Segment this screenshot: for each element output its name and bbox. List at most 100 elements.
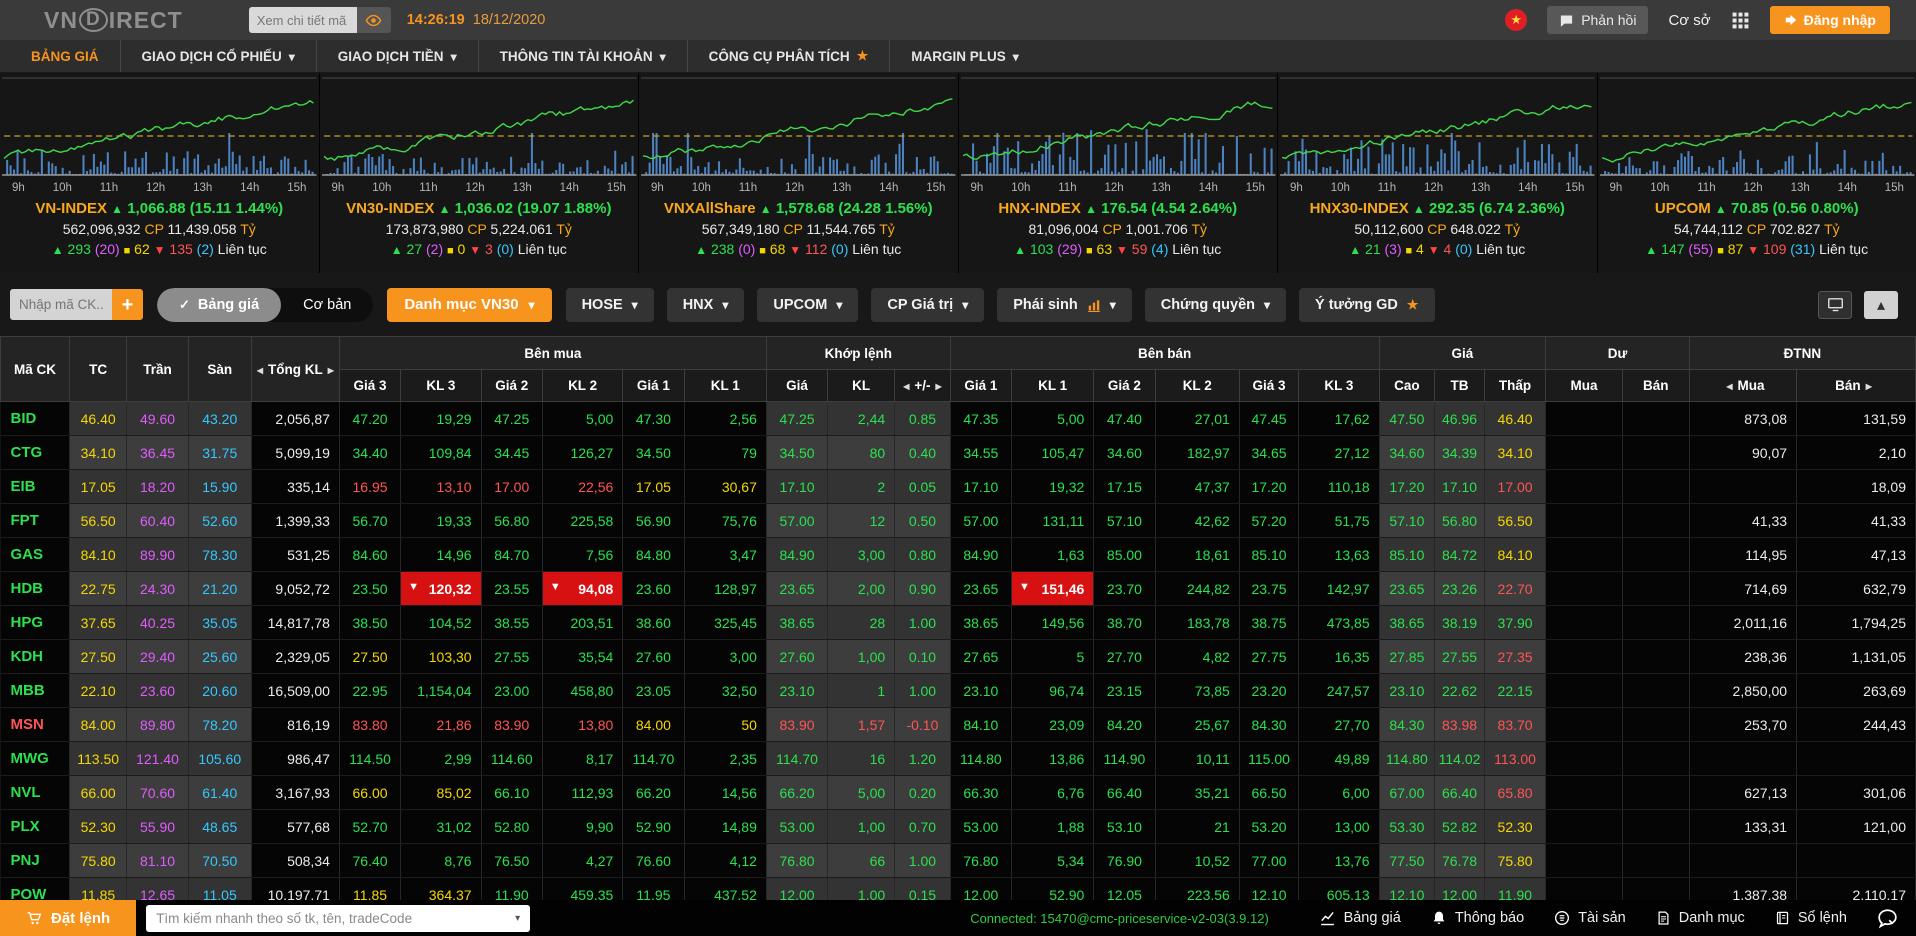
- cell: 151,46: [1011, 571, 1095, 606]
- quote-search-input[interactable]: [248, 7, 357, 33]
- clock: 14:26:19 18/12/2020: [407, 12, 546, 28]
- col-group-price: Giá: [1378, 336, 1547, 370]
- view-toggle-price-board[interactable]: Bảng giá: [157, 287, 282, 322]
- cell: [1622, 401, 1690, 436]
- cell: 23,09: [1011, 707, 1095, 742]
- collapse-button[interactable]: [1864, 290, 1898, 319]
- symbol-cell[interactable]: PNJ: [0, 843, 70, 878]
- shares-traded: 173,873,980: [385, 221, 468, 237]
- scroll-left-icon[interactable]: [1726, 378, 1732, 393]
- footer-link-th-ng-b-o[interactable]: Thông báo: [1431, 910, 1524, 926]
- symbol-cell[interactable]: HDB: [0, 571, 70, 606]
- cell: 70.50: [188, 843, 252, 878]
- time-tick: 11h: [99, 182, 119, 194]
- cell: 5: [1011, 639, 1095, 674]
- account-search-select[interactable]: Tìm kiếm nhanh theo số tk, tên, tradeCod…: [146, 904, 531, 932]
- floor-count: (0): [831, 241, 853, 257]
- footer-link-t-i-s-n[interactable]: Tài sản: [1554, 910, 1626, 926]
- symbol-cell[interactable]: NVL: [0, 775, 70, 810]
- cell: 10,52: [1155, 843, 1240, 878]
- cell: 17.20: [1379, 469, 1436, 504]
- place-order-button[interactable]: Đặt lệnh: [0, 900, 137, 936]
- shares-unit: CP: [1102, 221, 1126, 237]
- symbol-cell[interactable]: MSN: [0, 707, 70, 742]
- nav-item-giao-d-ch-ti-n[interactable]: GIAO DỊCH TIỀN: [315, 40, 478, 72]
- portfolio-dropdown[interactable]: Danh mục VN30: [387, 287, 552, 322]
- cell: 17.05: [69, 469, 128, 504]
- scroll-right-icon[interactable]: [1866, 378, 1872, 393]
- tab-ph-i-sinh[interactable]: Phái sinh: [997, 287, 1132, 322]
- nav-item-giao-d-ch-c-phi-u[interactable]: GIAO DỊCH CỔ PHIẾU: [119, 40, 316, 72]
- nav-item-b-ng-gi-[interactable]: BẢNG GIÁ: [10, 40, 120, 72]
- symbol-cell[interactable]: PLX: [0, 809, 70, 844]
- symbol-cell[interactable]: CTG: [0, 435, 70, 470]
- nav-item-th-ng-tin-t-i-kho-n[interactable]: THÔNG TIN TÀI KHOẢN: [477, 40, 687, 72]
- cell: 34.40: [339, 435, 402, 470]
- turnover-unit: Tỷ: [1191, 221, 1208, 237]
- symbol-cell[interactable]: BID: [0, 401, 70, 436]
- cell: 109,84: [400, 435, 482, 470]
- tab-upcom[interactable]: UPCOM: [757, 287, 859, 322]
- time-axis: 9h 10h 11h 12h 13h 14h 15h: [320, 182, 639, 199]
- cell: 14,96: [400, 537, 482, 572]
- scroll-right-icon[interactable]: [328, 362, 334, 377]
- symbol-cell[interactable]: HPG: [0, 605, 70, 640]
- tab--t-ng-gd[interactable]: Ý tưởng GD: [1299, 287, 1435, 322]
- login-button[interactable]: Đăng nhập: [1769, 6, 1890, 34]
- time-tick: 9h: [1609, 182, 1623, 194]
- cell: [1622, 707, 1690, 742]
- index-panel-vn-index: 9h 10h 11h 12h 13h 14h 15h VN-INDEX 1,066.88 (1…: [0, 73, 320, 273]
- cell: 13,00: [1298, 809, 1380, 844]
- cell: 149,56: [1011, 605, 1095, 640]
- nav-item-c-ng-c-ph-n-t-ch[interactable]: CÔNG CỤ PHÂN TÍCH: [686, 40, 890, 72]
- symbol-cell[interactable]: EIB: [0, 469, 70, 504]
- time-tick: 12h: [146, 182, 166, 194]
- symbol-cell[interactable]: KDH: [0, 639, 70, 674]
- unchanged: 63: [1092, 241, 1117, 257]
- advancers: 103: [1026, 241, 1058, 257]
- footer-link-s-l-nh[interactable]: Sổ lệnh: [1775, 910, 1847, 926]
- nav-item-margin-plus[interactable]: MARGIN PLUS: [889, 40, 1040, 72]
- vndirect-logo[interactable]: VN D IRECT: [44, 7, 183, 34]
- scroll-right-icon[interactable]: [936, 378, 942, 393]
- chevron-down-icon: [1110, 297, 1116, 313]
- cell: 15.90: [188, 469, 252, 504]
- cell: 16.95: [339, 469, 402, 504]
- scroll-left-icon[interactable]: [903, 378, 909, 393]
- advancers: 21: [1361, 241, 1385, 257]
- add-symbol-button[interactable]: [112, 289, 143, 320]
- footer-link-b-ng-gi-[interactable]: Bảng giá: [1319, 910, 1401, 927]
- cell: 23.10: [766, 673, 829, 708]
- cell: 114.60: [481, 741, 543, 776]
- symbol-input[interactable]: [10, 289, 112, 320]
- cell: [1622, 809, 1690, 844]
- cell: 56.80: [1434, 503, 1485, 538]
- cell: 17.00: [1484, 469, 1547, 504]
- advancers: 147: [1657, 241, 1689, 257]
- symbol-cell[interactable]: MBB: [0, 673, 70, 708]
- advancers: 27: [402, 241, 426, 257]
- tab-ch-ng-quy-n[interactable]: Chứng quyền: [1144, 287, 1287, 322]
- view-toggle-fundamental[interactable]: Cơ bản: [303, 296, 352, 313]
- symbol-cell[interactable]: GAS: [0, 537, 70, 572]
- cell: 0.05: [894, 469, 951, 504]
- footer-link-danh-m-c[interactable]: Danh mục: [1656, 910, 1745, 926]
- tab-hose[interactable]: HOSE: [565, 287, 654, 322]
- symbol-cell[interactable]: MWG: [0, 741, 70, 776]
- monitor-icon[interactable]: [1818, 290, 1852, 319]
- tab-hnx[interactable]: HNX: [666, 287, 745, 322]
- logo-text-vn: VN: [44, 6, 78, 33]
- apps-grid-icon[interactable]: [1731, 11, 1750, 30]
- cell: 38.19: [1434, 605, 1485, 640]
- tab-cp-gi-tr-[interactable]: CP Giá trị: [871, 287, 985, 322]
- cell: 1.00: [894, 673, 951, 708]
- symbol-cell[interactable]: FPT: [0, 503, 70, 538]
- environment-label[interactable]: Cơ sở: [1668, 11, 1711, 29]
- watch-button[interactable]: [356, 7, 391, 33]
- scroll-left-icon[interactable]: [257, 362, 263, 377]
- chat-bubble-icon[interactable]: [1877, 908, 1898, 929]
- intraday-sparkline: [0, 76, 319, 182]
- cell: [1622, 741, 1690, 776]
- feedback-button[interactable]: Phản hồi: [1547, 6, 1649, 34]
